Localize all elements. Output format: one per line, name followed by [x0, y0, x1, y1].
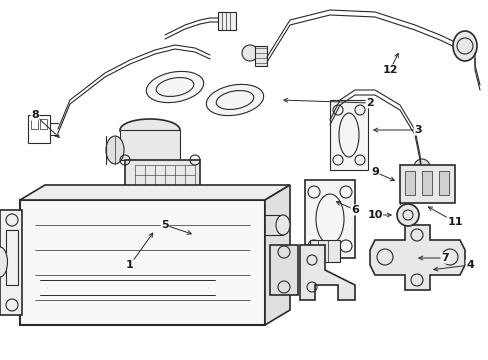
Ellipse shape	[146, 71, 203, 103]
Bar	[120, 130, 180, 160]
Polygon shape	[20, 185, 289, 200]
Text: 2: 2	[366, 98, 373, 108]
Bar	[329, 100, 367, 170]
Bar	[254, 46, 266, 66]
Text: 3: 3	[413, 125, 421, 135]
Bar	[438, 171, 448, 195]
Text: 6: 6	[350, 205, 358, 215]
Bar	[28, 115, 50, 143]
Text: 7: 7	[440, 253, 448, 263]
Bar	[40, 119, 47, 129]
Polygon shape	[264, 185, 289, 325]
Polygon shape	[299, 245, 354, 300]
Polygon shape	[369, 225, 464, 290]
Ellipse shape	[120, 119, 180, 141]
Text: 11: 11	[447, 217, 462, 227]
Ellipse shape	[452, 31, 476, 61]
Text: 8: 8	[31, 110, 39, 120]
Bar	[421, 171, 431, 195]
Bar	[31, 119, 38, 129]
Ellipse shape	[106, 136, 124, 164]
Bar	[309, 240, 339, 262]
Bar	[269, 245, 297, 295]
Text: 9: 9	[370, 167, 378, 177]
Bar	[0, 210, 22, 315]
Bar	[6, 230, 18, 285]
Circle shape	[413, 159, 429, 175]
Ellipse shape	[167, 206, 192, 224]
Ellipse shape	[206, 84, 263, 116]
Bar	[305, 180, 354, 258]
Ellipse shape	[275, 215, 289, 235]
Bar	[20, 200, 264, 325]
Bar	[404, 171, 414, 195]
Bar	[414, 175, 428, 197]
Bar	[125, 160, 200, 210]
Bar	[399, 165, 454, 203]
Text: 10: 10	[366, 210, 382, 220]
Text: 5: 5	[161, 220, 168, 230]
Ellipse shape	[0, 247, 7, 277]
Text: 1: 1	[126, 260, 134, 270]
Ellipse shape	[122, 206, 147, 224]
Circle shape	[396, 204, 418, 226]
Text: 4: 4	[465, 260, 473, 270]
Bar	[218, 12, 236, 30]
Text: 12: 12	[382, 65, 397, 75]
Circle shape	[242, 45, 258, 61]
